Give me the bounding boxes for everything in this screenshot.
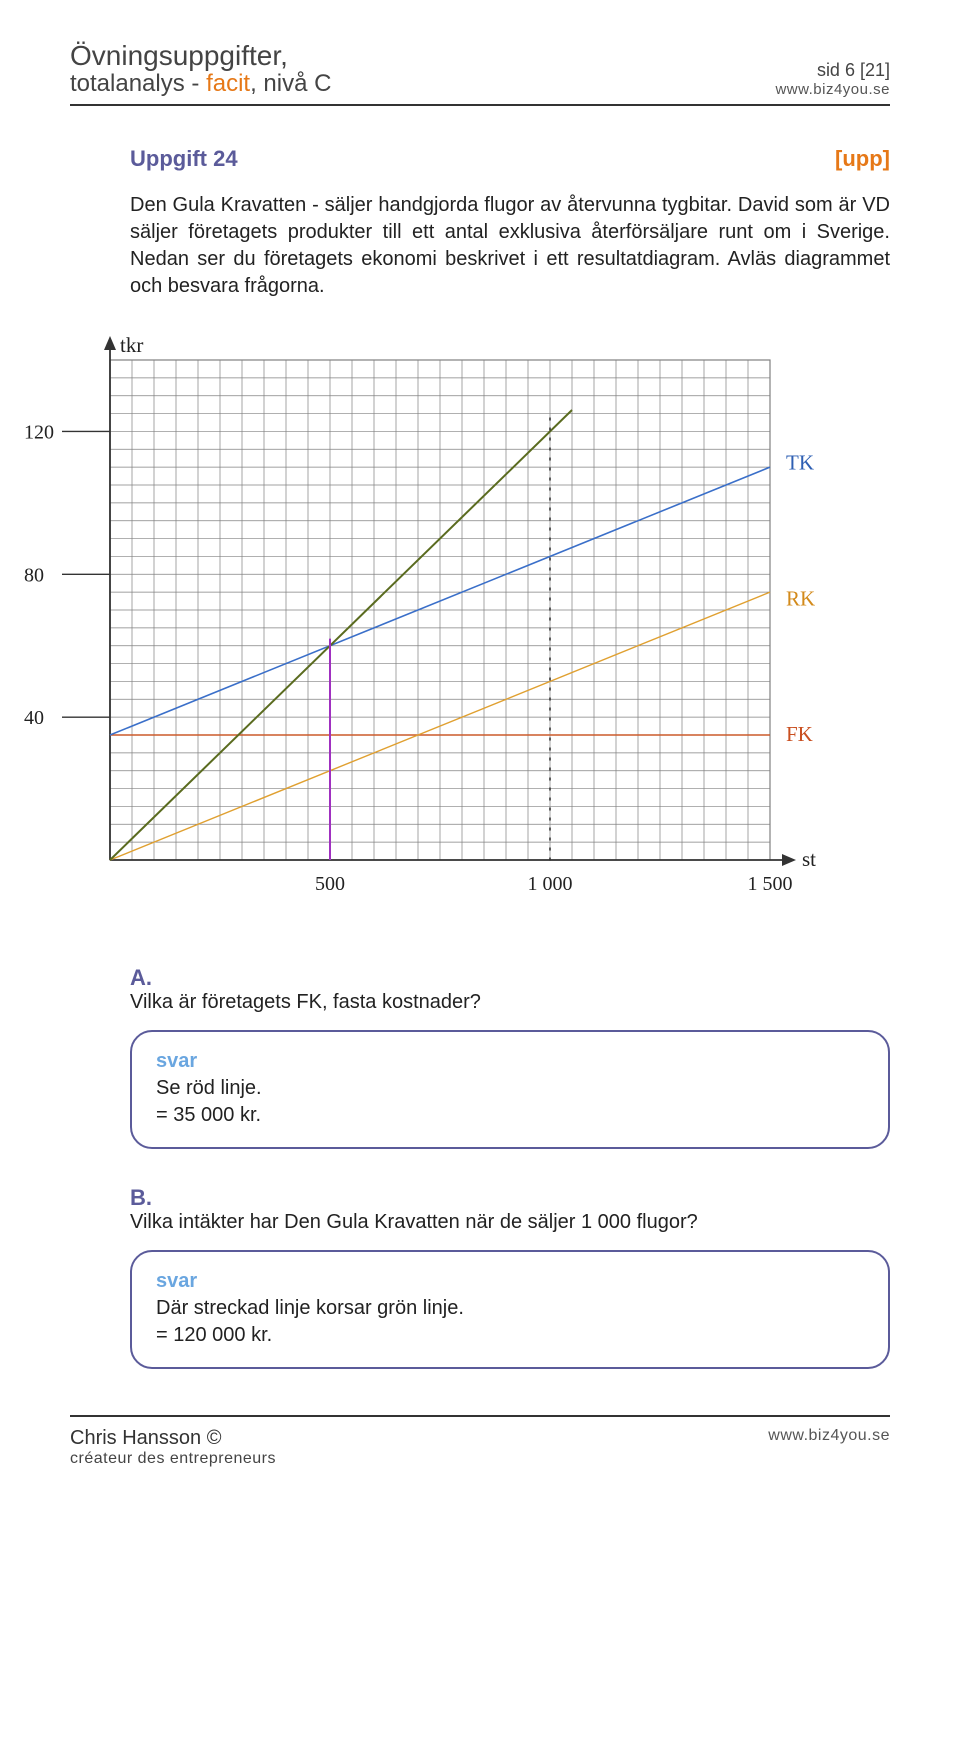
svg-text:tkr: tkr bbox=[120, 333, 143, 357]
header-right: sid 6 [21] www.biz4you.se bbox=[775, 60, 890, 98]
svg-text:TK: TK bbox=[786, 451, 814, 475]
doc-subtitle: totalanalys - facit, nivå C bbox=[70, 70, 331, 98]
question-b-letter: B. bbox=[130, 1185, 890, 1211]
svg-text:RK: RK bbox=[786, 586, 815, 610]
answer-text-b: Där streckad linje korsar grön linje. = … bbox=[156, 1295, 864, 1349]
svg-text:FK: FK bbox=[786, 722, 813, 746]
result-chart: 40 80 120 tkr st TK RK FK 500 1 000 1 500 bbox=[20, 330, 860, 920]
answer-label-b: svar bbox=[156, 1270, 864, 1293]
doc-title: Övningsuppgifter, bbox=[70, 40, 331, 72]
task-number: Uppgift 24 bbox=[130, 146, 238, 172]
question-b: B. Vilka intäkter har Den Gula Kravatten… bbox=[130, 1185, 890, 1369]
task-header: Uppgift 24 [upp] bbox=[130, 146, 890, 172]
header-left: Övningsuppgifter, totalanalys - facit, n… bbox=[70, 40, 331, 98]
answer-label-a: svar bbox=[156, 1050, 864, 1073]
page-footer: Chris Hansson © créateur des entrepreneu… bbox=[70, 1415, 890, 1468]
page-header: Övningsuppgifter, totalanalys - facit, n… bbox=[70, 40, 890, 106]
footer-tagline: créateur des entrepreneurs bbox=[70, 1450, 276, 1468]
subtitle-pre: totalanalys - bbox=[70, 70, 206, 97]
question-a: A. Vilka är företagets FK, fasta kostnad… bbox=[130, 965, 890, 1149]
svg-text:1 500: 1 500 bbox=[748, 873, 793, 895]
svg-text:80: 80 bbox=[24, 564, 44, 586]
question-b-text: Vilka intäkter har Den Gula Kravatten nä… bbox=[130, 1211, 890, 1234]
task-link[interactable]: [upp] bbox=[835, 146, 890, 172]
svg-text:40: 40 bbox=[24, 707, 44, 729]
answer-box-a: svar Se röd linje. = 35 000 kr. bbox=[130, 1030, 890, 1149]
page-indicator: sid 6 [21] bbox=[775, 60, 890, 81]
question-a-text: Vilka är företagets FK, fasta kostnader? bbox=[130, 991, 890, 1014]
subtitle-orange: facit bbox=[206, 70, 250, 97]
footer-url: www.biz4you.se bbox=[768, 1427, 890, 1445]
question-a-letter: A. bbox=[130, 965, 890, 991]
answer-box-b: svar Där streckad linje korsar grön linj… bbox=[130, 1250, 890, 1369]
svg-text:120: 120 bbox=[24, 421, 54, 443]
task-block: Uppgift 24 [upp] Den Gula Kravatten - sä… bbox=[130, 146, 890, 300]
footer-left: Chris Hansson © créateur des entrepreneu… bbox=[70, 1427, 276, 1468]
header-url: www.biz4you.se bbox=[775, 81, 890, 98]
svg-text:1 000: 1 000 bbox=[528, 873, 573, 895]
subtitle-post: , nivå C bbox=[250, 70, 331, 97]
svg-text:500: 500 bbox=[315, 873, 345, 895]
chart-region: 40 80 120 tkr st TK RK FK 500 1 000 1 500 bbox=[20, 330, 890, 925]
task-paragraph: Den Gula Kravatten - säljer handgjorda f… bbox=[130, 192, 890, 300]
footer-author: Chris Hansson © bbox=[70, 1427, 276, 1450]
svg-text:st: st bbox=[802, 847, 816, 871]
answer-text-a: Se röd linje. = 35 000 kr. bbox=[156, 1075, 864, 1129]
